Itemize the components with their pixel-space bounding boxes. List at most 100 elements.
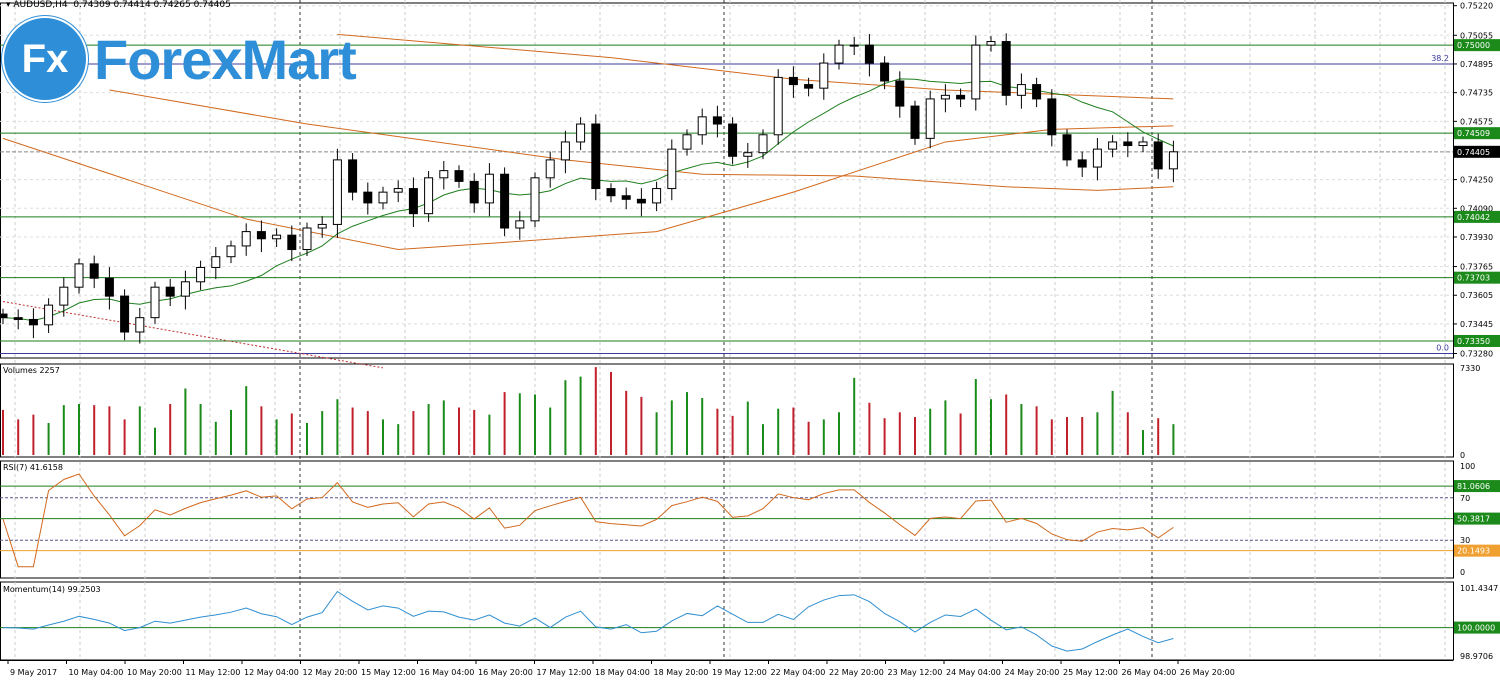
candle-bear: [165, 286, 175, 297]
candle-bear: [1153, 141, 1163, 170]
candle-bull: [515, 220, 525, 229]
rsi-line: [2, 473, 1174, 568]
candle-bear: [1001, 41, 1011, 96]
time-tick-label: 26 May 04:00: [1122, 668, 1177, 677]
moving-average-line: [109, 89, 1174, 191]
time-tick-label: 26 May 20:00: [1180, 668, 1235, 677]
candle-bear: [804, 84, 814, 89]
candle-bull: [439, 170, 449, 179]
candle-bull: [1168, 151, 1178, 170]
time-tick-label: 11 May 12:00: [186, 668, 241, 677]
candle-bull: [773, 76, 783, 136]
time-tick-label: 24 May 20:00: [1005, 668, 1060, 677]
candle-bear: [120, 295, 130, 333]
candle-bear: [895, 80, 905, 107]
candle-bull: [302, 227, 312, 251]
momentum-level-label: 100.0000: [1457, 624, 1495, 633]
panel-frame-mom: [0, 581, 1454, 661]
y-tick-label: 0.75055: [1460, 31, 1493, 40]
time-tick-label: 9 May 2017: [10, 668, 57, 677]
candle-bull: [1016, 84, 1026, 96]
candle-bull: [241, 231, 251, 247]
level-label: 0.74042: [1457, 213, 1490, 222]
candle-bull: [1108, 141, 1118, 150]
candle-bull: [1138, 141, 1148, 147]
candle-bull: [272, 234, 282, 240]
y-tick-label: 0.74250: [1460, 176, 1493, 185]
time-tick-label: 22 May 04:00: [771, 668, 826, 677]
time-tick-label: 19 May 12:00: [712, 668, 767, 677]
time-tick-label: 10 May 04:00: [69, 668, 124, 677]
y-tick-label: 0.74735: [1460, 89, 1493, 98]
time-tick-label: 18 May 20:00: [654, 668, 709, 677]
time-tick-label: 16 May 20:00: [478, 668, 533, 677]
rsi-tick-label: 0: [1460, 568, 1465, 577]
candle-bull: [652, 188, 662, 204]
volumes-title: Volumes 2257: [3, 366, 60, 375]
candle-bear: [1032, 84, 1042, 100]
level-label: 0.73703: [1457, 274, 1490, 283]
forexmart-logo: Fx ForexMart: [2, 16, 357, 102]
momentum-tick-label: 98.9706: [1460, 652, 1493, 661]
candle-bull: [317, 223, 327, 229]
candle-bull: [59, 286, 69, 306]
candle-bull: [332, 159, 342, 225]
time-tick-label: 12 May 04:00: [244, 668, 299, 677]
rsi-level-bg: [1454, 512, 1500, 525]
y-tick-label: 0.73280: [1460, 350, 1493, 359]
rsi-tick-label: 30: [1460, 536, 1470, 545]
y-tick-label: 0.75220: [1460, 2, 1493, 11]
y-tick-label: 0.74090: [1460, 204, 1493, 213]
momentum-level-bg: [1454, 621, 1500, 634]
fast-moving-average-line: [2, 78, 1174, 322]
rsi-tick-label: 100: [1460, 462, 1475, 471]
momentum-tick-label: 101.4347: [1460, 584, 1498, 593]
chart-header: ▾ AUDUSD,H4 0.74309 0.74414 0.74265 0.74…: [6, 0, 231, 10]
level-label-bg: [1454, 271, 1500, 284]
level-label: 0.74509: [1457, 129, 1490, 138]
candle-bull: [44, 304, 54, 326]
time-tick-label: 17 May 12:00: [537, 668, 592, 677]
candle-bull: [560, 141, 570, 161]
level-label-bg: [1454, 39, 1500, 52]
candle-bull: [1092, 148, 1102, 168]
candle-bear: [104, 277, 114, 297]
candle-bull: [484, 173, 494, 204]
candle-bear: [1047, 98, 1057, 136]
momentum-line: [2, 590, 1174, 652]
candle-bear: [864, 44, 874, 64]
momentum-title: Momentum(14) 99.2503: [3, 585, 101, 594]
y-tick-label: 0.73765: [1460, 263, 1493, 272]
logo-mark: Fx: [2, 16, 88, 102]
time-tick-label: 10 May 20:00: [127, 668, 182, 677]
time-tick-label: 23 May 12:00: [888, 668, 943, 677]
candle-bear: [13, 317, 23, 320]
rsi-level-bg: [1454, 544, 1500, 557]
candle-bear: [28, 318, 38, 326]
candle-bear: [1077, 159, 1087, 168]
candle-bear: [591, 123, 601, 190]
candle-bear: [363, 191, 373, 204]
candle-bull: [180, 281, 190, 297]
candle-bull: [545, 159, 555, 179]
y-tick-label: 0.74895: [1460, 60, 1493, 69]
level-label-bg: [1454, 334, 1500, 347]
candle-bull: [378, 191, 388, 204]
rsi-title: RSI(7) 41.6158: [3, 463, 63, 472]
level-label-bg: [1454, 127, 1500, 140]
time-tick-label: 18 May 04:00: [595, 668, 650, 677]
logo-text: ForexMart: [94, 27, 357, 91]
current-price-label: 0.74405: [1457, 148, 1490, 157]
candle-bear: [621, 195, 631, 200]
candle-bear: [469, 180, 479, 204]
time-tick-label: 12 May 20:00: [303, 668, 358, 677]
volume-tick-label: 0: [1460, 451, 1465, 460]
candle-bear: [287, 234, 297, 251]
level-label: 0.75000: [1457, 41, 1490, 50]
level-label-bg: [1454, 210, 1500, 223]
candle-bull: [682, 134, 692, 150]
candle-bull: [925, 98, 935, 139]
candle-bull: [743, 152, 753, 157]
y-tick-label: 0.73930: [1460, 233, 1493, 242]
symbol-label: AUDUSD,H4: [13, 0, 68, 10]
